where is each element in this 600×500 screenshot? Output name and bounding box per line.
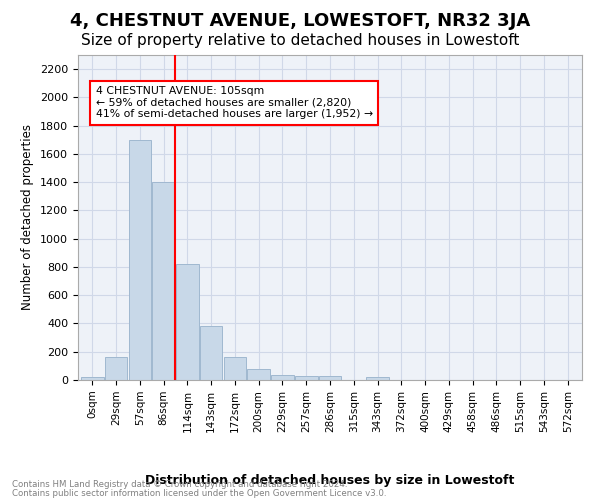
Bar — [271, 375, 294, 380]
Bar — [319, 376, 341, 380]
Bar — [176, 264, 199, 380]
Text: Contains HM Land Registry data © Crown copyright and database right 2024.: Contains HM Land Registry data © Crown c… — [12, 480, 347, 489]
Text: Contains public sector information licensed under the Open Government Licence v3: Contains public sector information licen… — [12, 488, 386, 498]
Bar — [81, 377, 104, 380]
Bar — [224, 356, 246, 380]
Bar — [366, 377, 389, 380]
Text: 4, CHESTNUT AVENUE, LOWESTOFT, NR32 3JA: 4, CHESTNUT AVENUE, LOWESTOFT, NR32 3JA — [70, 12, 530, 30]
Bar — [105, 358, 127, 380]
Bar — [295, 376, 317, 380]
Text: Size of property relative to detached houses in Lowestoft: Size of property relative to detached ho… — [81, 32, 519, 48]
X-axis label: Distribution of detached houses by size in Lowestoft: Distribution of detached houses by size … — [145, 474, 515, 486]
Bar — [247, 370, 270, 380]
Y-axis label: Number of detached properties: Number of detached properties — [22, 124, 34, 310]
Text: 4 CHESTNUT AVENUE: 105sqm
← 59% of detached houses are smaller (2,820)
41% of se: 4 CHESTNUT AVENUE: 105sqm ← 59% of detac… — [96, 86, 373, 120]
Bar — [152, 182, 175, 380]
Bar — [128, 140, 151, 380]
Bar — [200, 326, 223, 380]
